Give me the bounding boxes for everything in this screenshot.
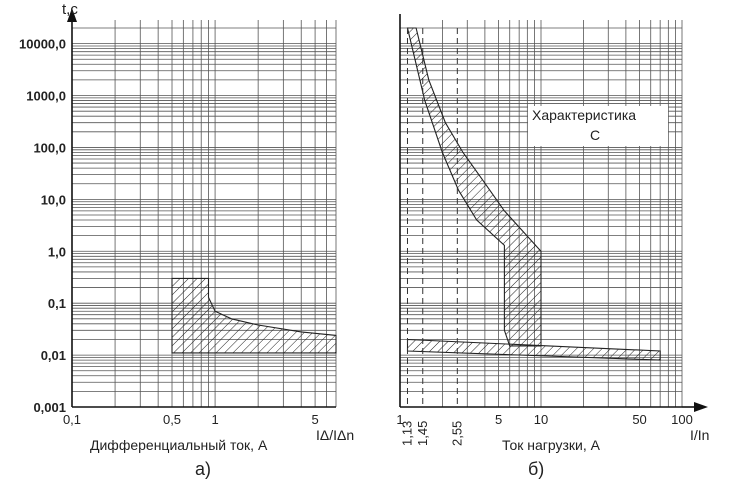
panel-b-x-symbol: I/In bbox=[690, 427, 709, 443]
panel-a-x-symbol: IΔ/IΔn bbox=[316, 427, 354, 443]
panel-b-dashed-label: 1,45 bbox=[415, 421, 430, 446]
panel-a-y-tick-label: 1000,0 bbox=[26, 89, 66, 104]
panel-a-x-tick-label: 0,5 bbox=[163, 412, 181, 427]
panel-b-x-tick-label: 100 bbox=[671, 412, 693, 427]
panel-a-x-tick-label: 0,1 bbox=[63, 412, 81, 427]
panel-b-x-axis-label: Ток нагрузки, А bbox=[502, 437, 601, 453]
panel-a-x-tick-label: 5 bbox=[311, 412, 318, 427]
panel-b-x-arrow bbox=[694, 402, 708, 412]
panel-a-y-tick-label: 0,001 bbox=[33, 400, 66, 415]
panel-b-annotation-line2: С bbox=[590, 127, 600, 143]
panel-a-x-axis-label: Дифференциальный ток, А bbox=[90, 437, 268, 453]
panel-a-y-arrow bbox=[67, 8, 77, 22]
panel-a-x-tick-label: 1 bbox=[211, 412, 218, 427]
panel-a-chart: 0,001 0,01 0,1 1,0 10,0 100,0 1000,0 10000,0 0,1… bbox=[19, 8, 354, 479]
panel-a-y-tick-label: 0,01 bbox=[41, 348, 66, 363]
panel-b-x-tick-label: 5 bbox=[495, 412, 502, 427]
panel-b-chart: 1,13 1,45 2,55 1 5 10 50 100 Ток нагрузки, А I/In… bbox=[396, 14, 709, 479]
panel-a-y-tick-label: 10,0 bbox=[41, 192, 66, 207]
panel-b-magnetic-band bbox=[406, 338, 661, 361]
panel-a-y-tick-label: 1,0 bbox=[48, 244, 66, 259]
panel-a-y-tick-label: 0,1 bbox=[48, 296, 66, 311]
panel-b-panel-label: б) bbox=[528, 459, 544, 479]
panel-b-thermal-band bbox=[406, 27, 542, 347]
panel-b-x-tick-label: 50 bbox=[632, 412, 646, 427]
panel-b-x-tick-label: 1 bbox=[396, 412, 403, 427]
panel-b-dashed-label: 2,55 bbox=[449, 421, 464, 446]
panel-a-band bbox=[171, 277, 337, 354]
panel-a-y-tick-label: 10000,0 bbox=[19, 37, 66, 52]
panel-b-dashed-label: 1,13 bbox=[399, 421, 414, 446]
panel-a-panel-label: а) bbox=[195, 459, 211, 479]
panel-a-y-tick-label: 100,0 bbox=[33, 140, 66, 155]
panel-b-x-tick-label: 10 bbox=[534, 412, 548, 427]
y-axis-label: t,c bbox=[62, 1, 78, 18]
panel-b-annotation-bg bbox=[528, 106, 668, 146]
panel-b-annotation-line1: Характеристика bbox=[532, 107, 636, 123]
